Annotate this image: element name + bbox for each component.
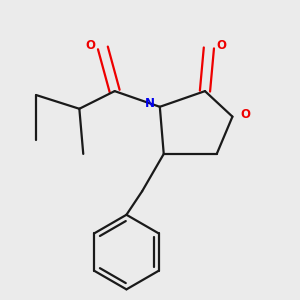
Text: N: N — [145, 97, 155, 110]
Text: O: O — [217, 40, 226, 52]
Text: O: O — [240, 108, 250, 121]
Text: O: O — [85, 40, 95, 52]
